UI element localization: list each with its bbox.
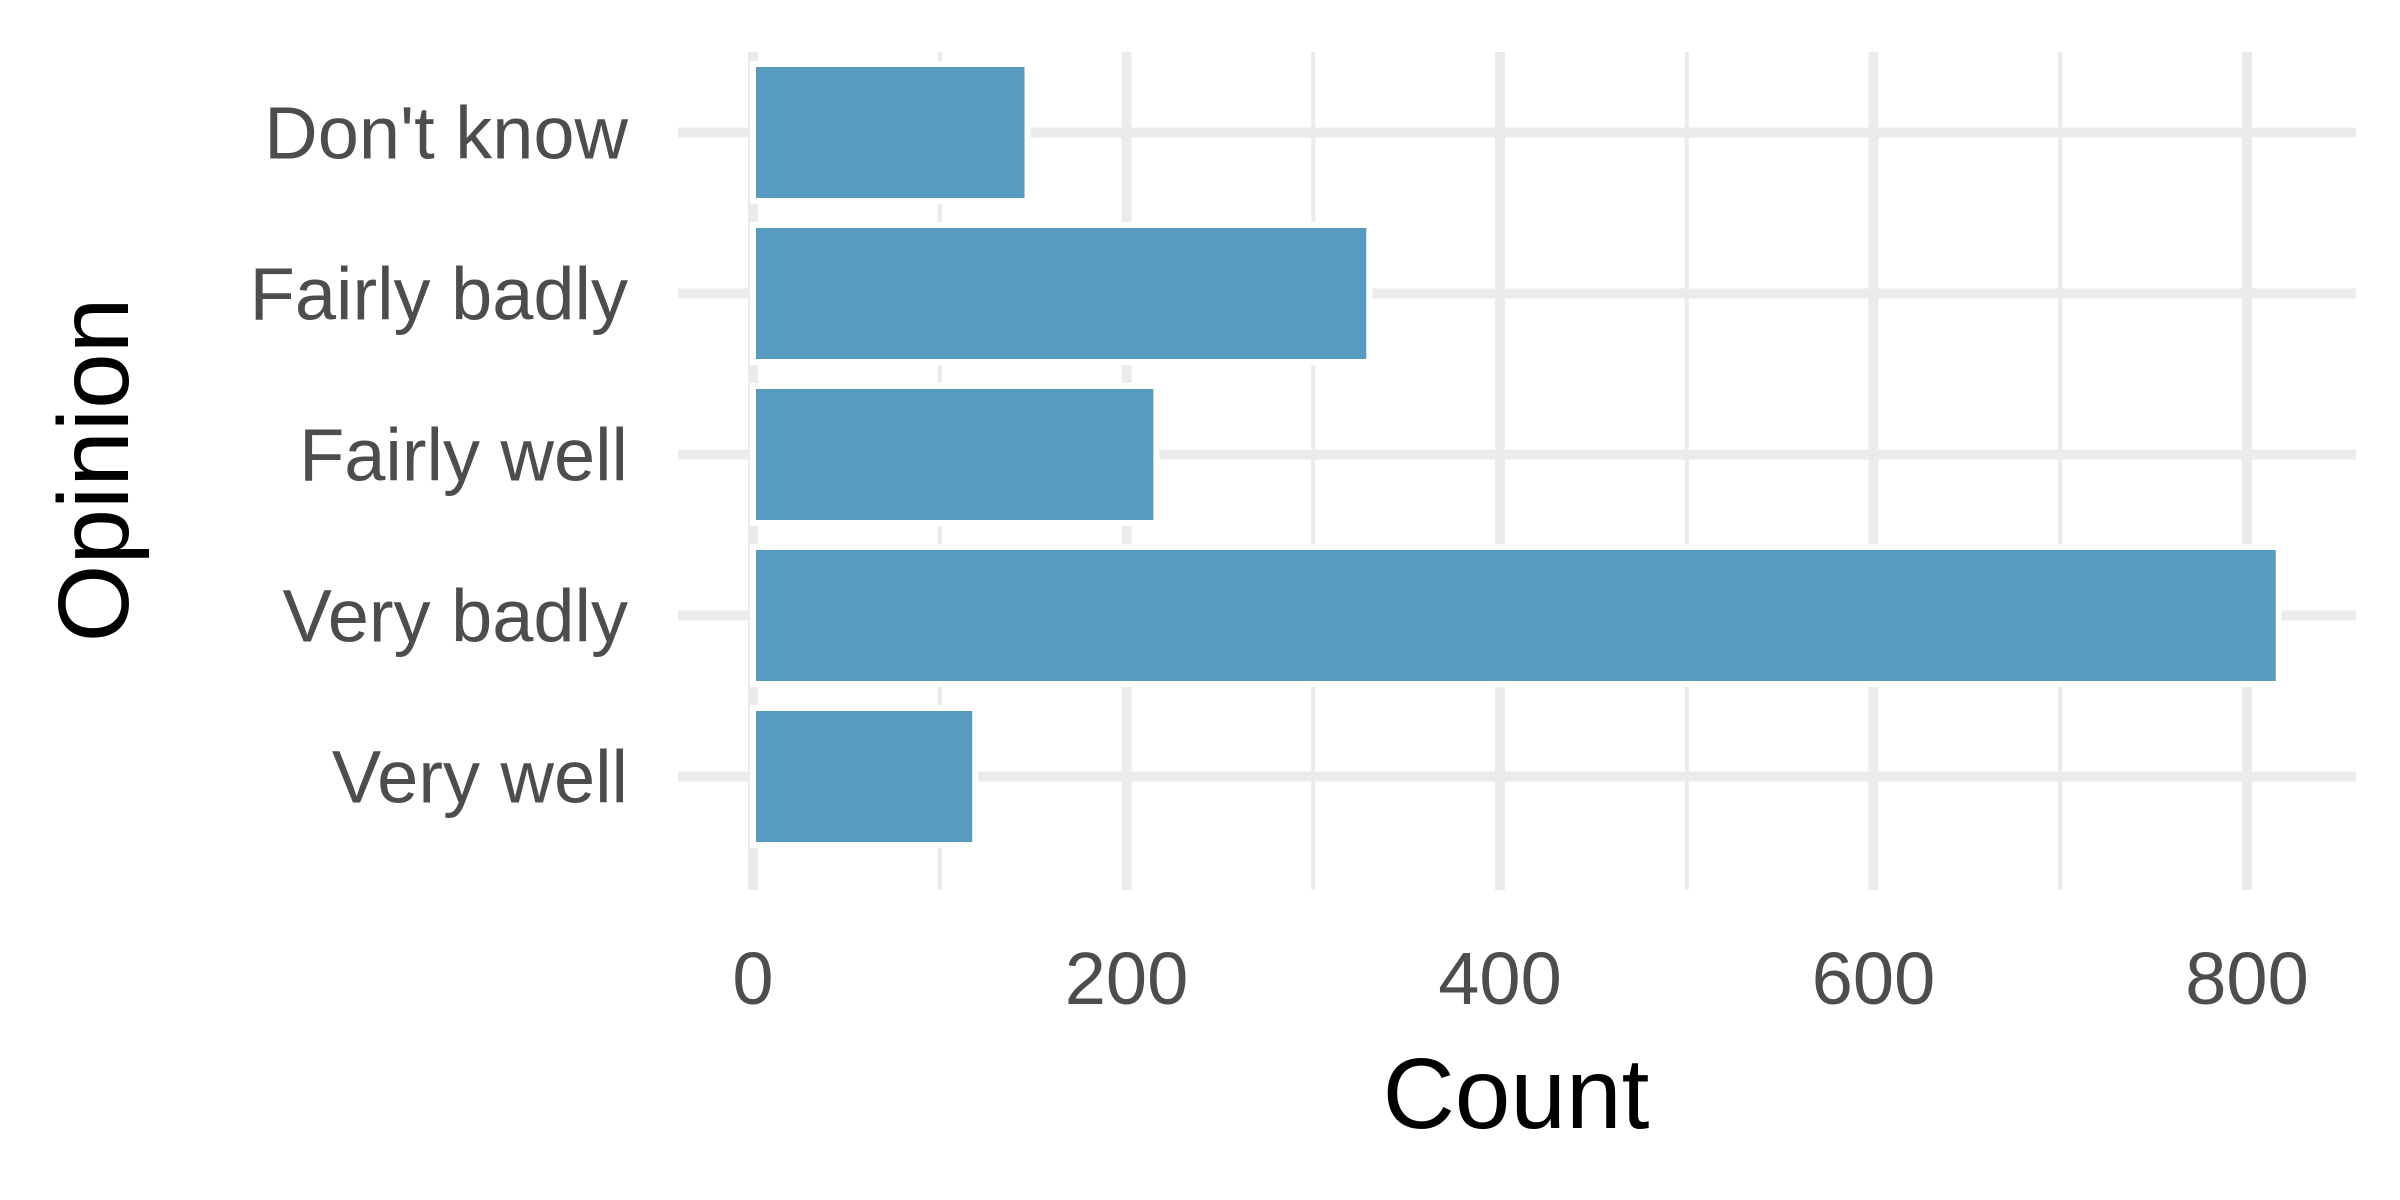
- bar: [750, 383, 1160, 526]
- x-tick-labels: 0 200 400 600 800: [732, 937, 2308, 1020]
- x-tick-label: 600: [1812, 937, 1935, 1020]
- y-tick-label: Very well: [332, 736, 628, 819]
- bar-layer: [750, 61, 2282, 848]
- y-tick-label: Don't know: [264, 92, 628, 175]
- bar: [750, 705, 979, 848]
- y-axis-title: Opinion: [38, 298, 150, 643]
- y-tick-labels: Don't know Fairly badly Fairly well Very ba…: [250, 92, 629, 819]
- x-tick-label: 800: [2185, 937, 2308, 1020]
- bar: [750, 222, 1373, 365]
- y-tick-label: Fairly well: [299, 414, 628, 497]
- y-tick-label: Fairly badly: [250, 253, 628, 336]
- bar: [750, 61, 1031, 204]
- bar: [750, 544, 2282, 687]
- x-tick-label: 400: [1438, 937, 1561, 1020]
- x-tick-label: 200: [1065, 937, 1188, 1020]
- y-tick-label: Very badly: [282, 575, 628, 658]
- x-tick-label: 0: [732, 937, 773, 1020]
- x-axis-title: Count: [1383, 1038, 1650, 1150]
